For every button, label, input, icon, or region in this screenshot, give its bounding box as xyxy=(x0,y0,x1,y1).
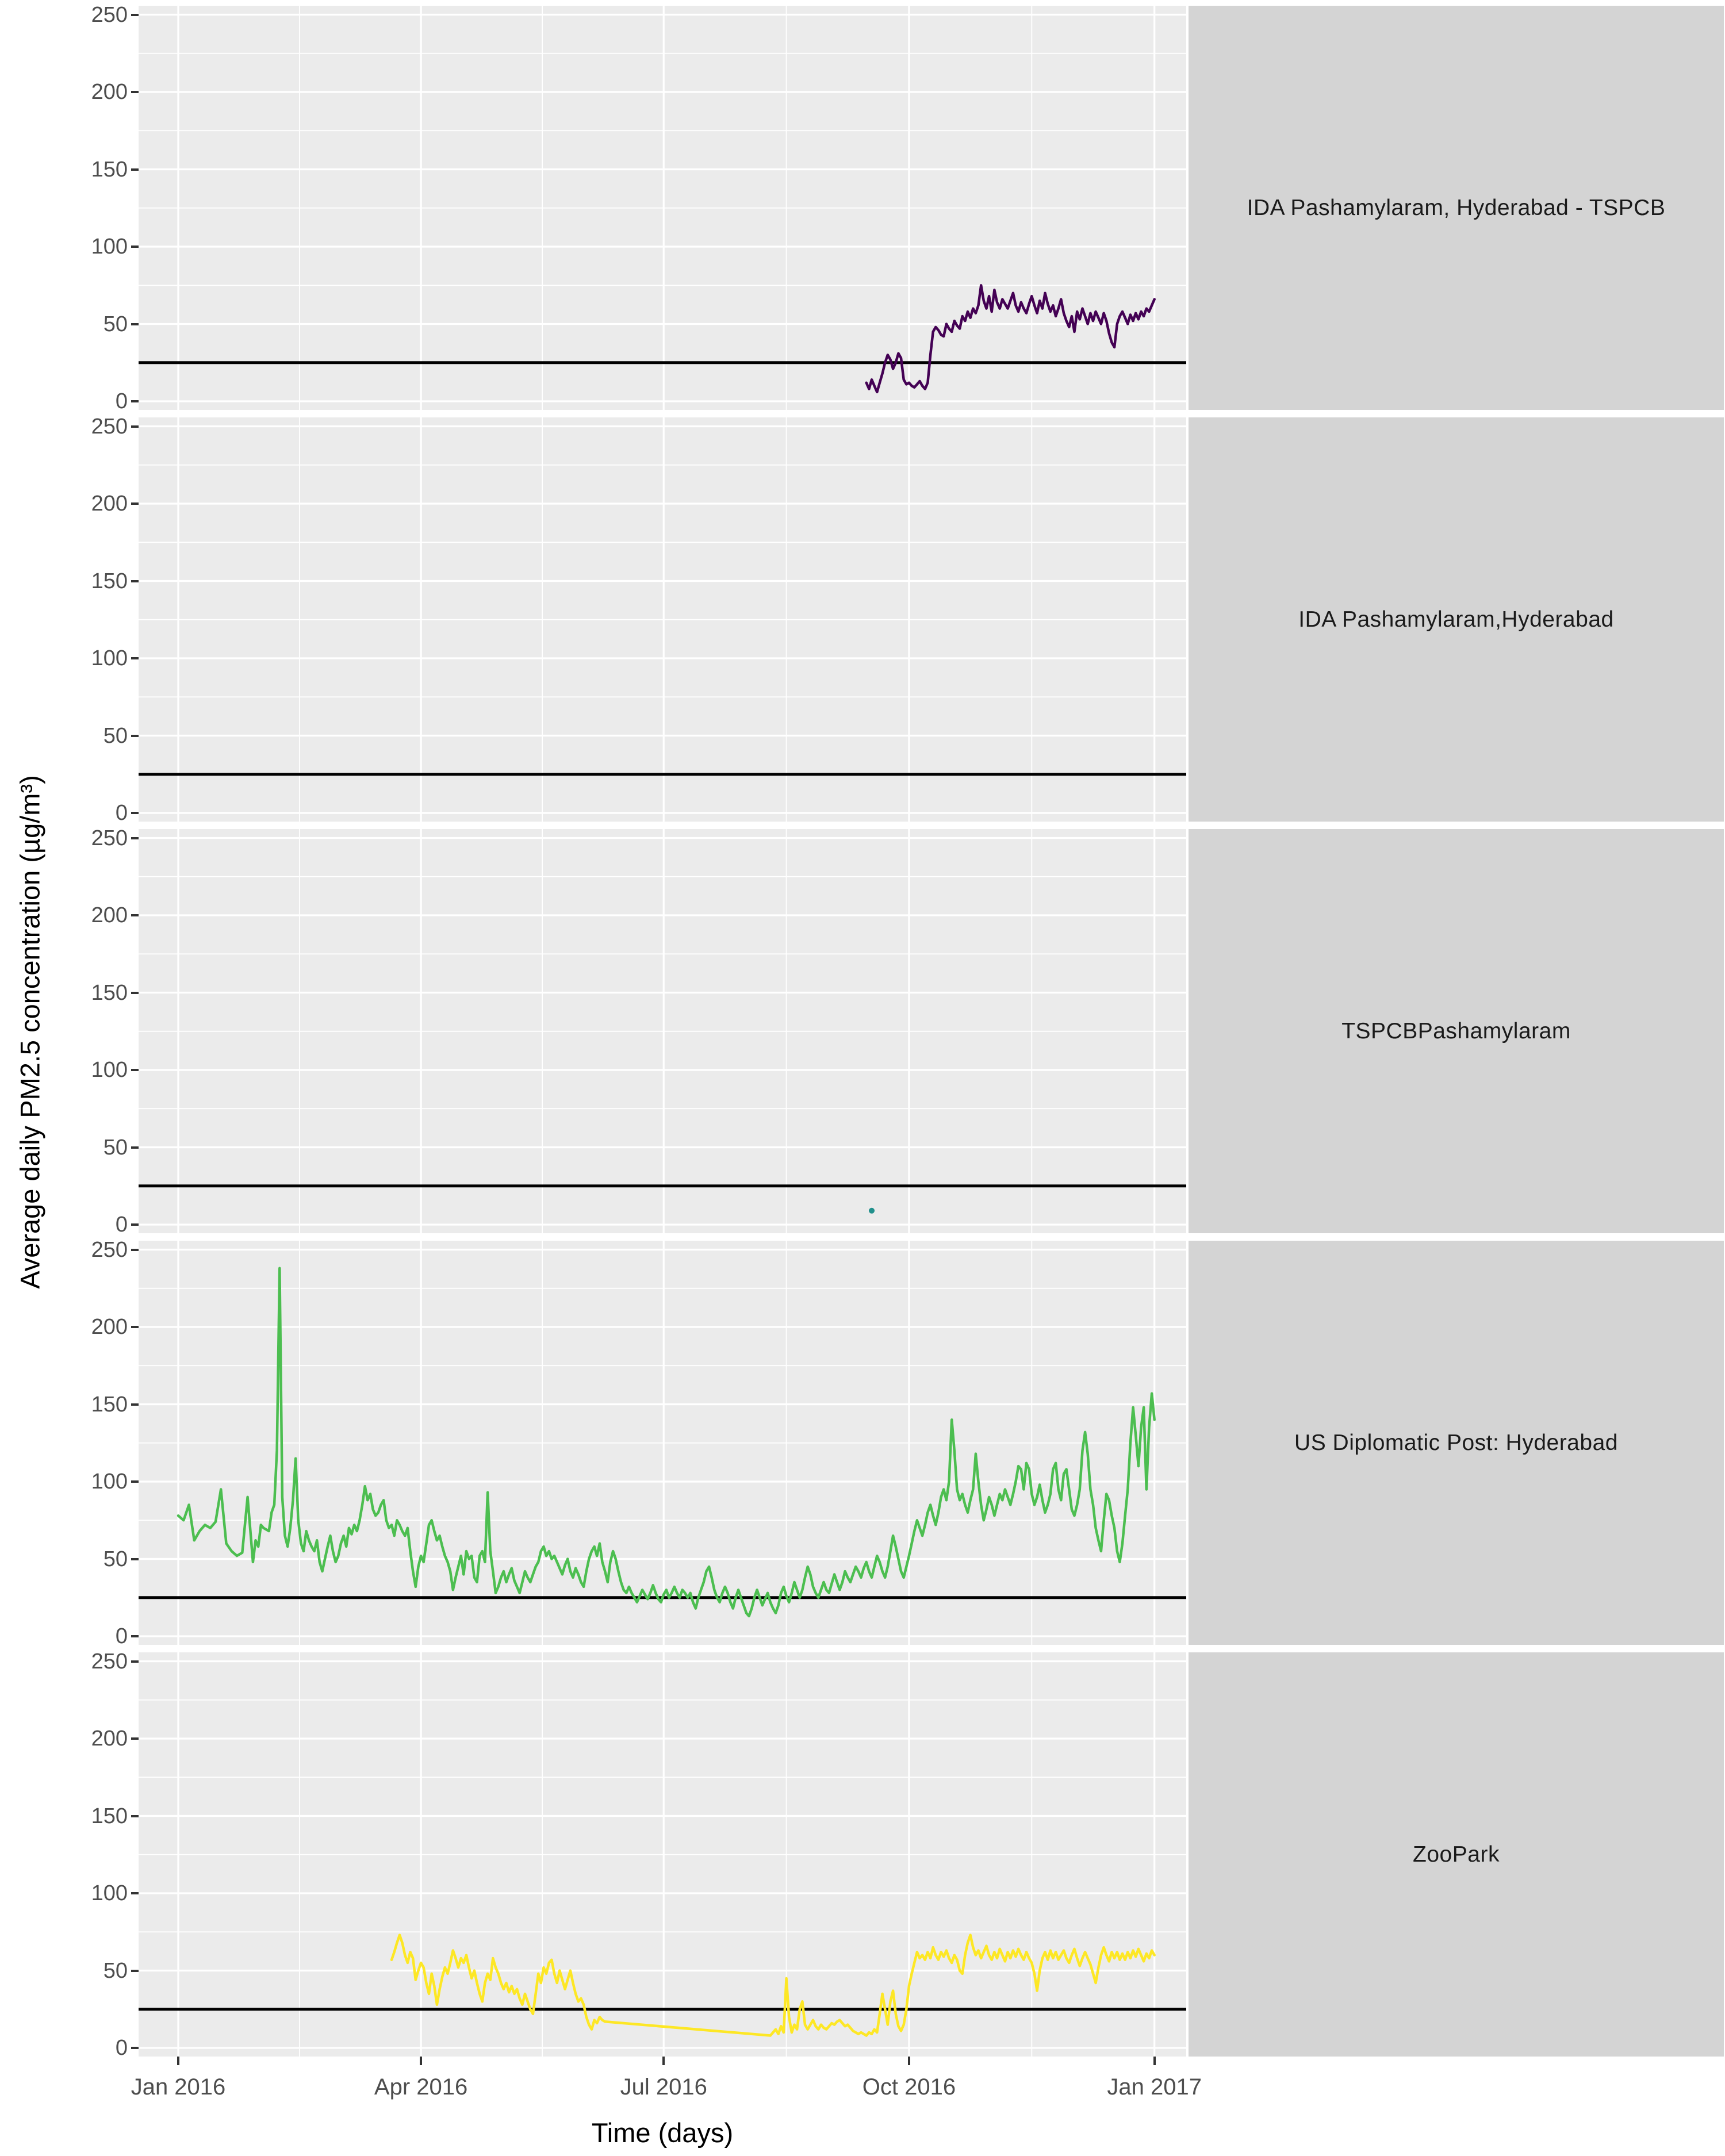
x-axis-title: Time (days) xyxy=(591,2117,734,2148)
y-tick-mark xyxy=(131,1635,139,1637)
y-tick-label: 50 xyxy=(103,1135,128,1160)
y-tick-mark xyxy=(131,1814,139,1817)
y-tick-label: 100 xyxy=(91,646,128,670)
y-tick-label: 150 xyxy=(91,569,128,593)
y-tick-mark xyxy=(131,914,139,916)
plot-area xyxy=(139,829,1186,1233)
y-tick-mark xyxy=(131,91,139,93)
facet-strip-ida-pashamylaram: IDA Pashamylaram,Hyderabad xyxy=(1189,417,1724,822)
series-line xyxy=(390,1934,1156,2037)
y-tick-label: 200 xyxy=(91,1727,128,1751)
y-tick-mark xyxy=(131,1223,139,1226)
y-tick-mark xyxy=(131,1069,139,1071)
facet-strip-tspcbpashamylaram: TSPCBPashamylaram xyxy=(1189,829,1724,1233)
facet-strip-us-diplomatic-post: US Diplomatic Post: Hyderabad xyxy=(1189,1241,1724,1645)
y-tick-label: 200 xyxy=(91,492,128,516)
y-tick-label: 50 xyxy=(103,1958,128,1983)
y-tick-label: 50 xyxy=(103,1547,128,1571)
facet-strip-label: TSPCBPashamylaram xyxy=(1341,1018,1571,1044)
facet-panel-ida-pashamylaram-tspcb xyxy=(139,6,1186,410)
plot-area xyxy=(139,1241,1186,1645)
series-line xyxy=(177,1267,1156,1618)
y-tick-label: 200 xyxy=(91,903,128,927)
y-tick-mark xyxy=(131,425,139,428)
y-axis-title: Average daily PM2.5 concentration (µg/m³… xyxy=(14,775,45,1289)
plot-area xyxy=(139,1652,1186,2057)
y-tick-mark xyxy=(131,13,139,16)
facet-strip-label: IDA Pashamylaram, Hyderabad - TSPCB xyxy=(1247,195,1666,220)
y-tick-mark xyxy=(131,2047,139,2049)
x-tick-label: Jul 2016 xyxy=(620,2074,707,2100)
y-tick-mark xyxy=(131,580,139,582)
y-tick-mark xyxy=(131,1480,139,1483)
y-tick-label: 200 xyxy=(91,80,128,104)
y-tick-label: 0 xyxy=(115,389,128,413)
y-tick-label: 200 xyxy=(91,1315,128,1339)
y-tick-label: 0 xyxy=(115,2036,128,2060)
x-tick-label: Apr 2016 xyxy=(374,2074,468,2100)
y-tick-label: 150 xyxy=(91,1804,128,1828)
y-tick-mark xyxy=(131,1892,139,1894)
y-tick-label: 0 xyxy=(115,801,128,825)
y-tick-label: 100 xyxy=(91,1058,128,1082)
plot-area xyxy=(139,6,1186,410)
y-tick-label: 100 xyxy=(91,1881,128,1905)
y-tick-mark xyxy=(131,1403,139,1406)
facet-strip-zoopark: ZooPark xyxy=(1189,1652,1724,2057)
y-tick-mark xyxy=(131,1660,139,1663)
facet-strip-ida-pashamylaram-tspcb: IDA Pashamylaram, Hyderabad - TSPCB xyxy=(1189,6,1724,410)
series-point xyxy=(869,1207,875,1214)
y-tick-label: 50 xyxy=(103,723,128,748)
facet-panel-tspcbpashamylaram xyxy=(139,829,1186,1233)
y-tick-mark xyxy=(131,1146,139,1149)
plot-area xyxy=(139,417,1186,822)
y-tick-mark xyxy=(131,245,139,248)
y-tick-label: 100 xyxy=(91,1470,128,1494)
facet-strip-label: ZooPark xyxy=(1413,1842,1500,1867)
y-tick-label: 250 xyxy=(91,2,128,27)
facet-strip-label: US Diplomatic Post: Hyderabad xyxy=(1294,1430,1618,1455)
y-tick-label: 150 xyxy=(91,1392,128,1417)
y-tick-label: 100 xyxy=(91,235,128,259)
y-tick-mark xyxy=(131,168,139,171)
x-tick-label: Jan 2016 xyxy=(131,2074,226,2100)
y-tick-mark xyxy=(131,657,139,659)
x-tick-mark xyxy=(1153,2057,1156,2065)
facet-panel-zoopark xyxy=(139,1652,1186,2057)
y-tick-mark xyxy=(131,323,139,325)
y-tick-mark xyxy=(131,400,139,402)
y-tick-mark xyxy=(131,1737,139,1740)
x-tick-mark xyxy=(907,2057,910,2065)
y-tick-label: 0 xyxy=(115,1213,128,1237)
facet-panel-ida-pashamylaram xyxy=(139,417,1186,822)
y-tick-mark xyxy=(131,1326,139,1328)
series-line xyxy=(865,284,1156,394)
y-tick-label: 250 xyxy=(91,826,128,850)
y-tick-label: 150 xyxy=(91,980,128,1005)
y-tick-mark xyxy=(131,991,139,994)
y-tick-label: 0 xyxy=(115,1624,128,1648)
y-tick-mark xyxy=(131,502,139,505)
y-tick-mark xyxy=(131,734,139,737)
y-tick-label: 250 xyxy=(91,1649,128,1674)
x-tick-mark xyxy=(662,2057,665,2065)
facet-strip-label: IDA Pashamylaram,Hyderabad xyxy=(1298,607,1614,632)
y-tick-label: 50 xyxy=(103,312,128,336)
facet-panel-us-diplomatic-post xyxy=(139,1241,1186,1645)
x-tick-label: Jan 2017 xyxy=(1107,2074,1202,2100)
y-tick-label: 250 xyxy=(91,1237,128,1262)
x-tick-label: Oct 2016 xyxy=(862,2074,956,2100)
x-tick-mark xyxy=(420,2057,423,2065)
y-tick-mark xyxy=(131,812,139,814)
y-tick-label: 250 xyxy=(91,414,128,439)
y-tick-label: 150 xyxy=(91,157,128,182)
y-tick-mark xyxy=(131,1557,139,1560)
y-tick-mark xyxy=(131,1969,139,1972)
y-tick-mark xyxy=(131,1248,139,1251)
y-tick-mark xyxy=(131,837,139,839)
x-tick-mark xyxy=(177,2057,179,2065)
